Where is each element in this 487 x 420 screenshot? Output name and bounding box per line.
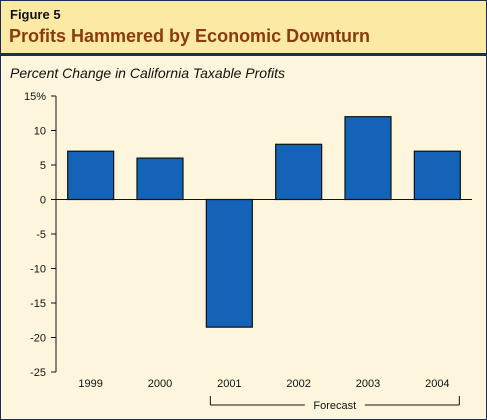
x-tick-label: 2004 xyxy=(425,378,449,390)
forecast-annotation: Forecast xyxy=(209,396,460,412)
y-tick-label: 5 xyxy=(40,160,46,172)
forecast-label: Forecast xyxy=(313,400,356,412)
bar-2001 xyxy=(205,198,253,328)
figure-header: Figure 5 Profits Hammered by Economic Do… xyxy=(1,1,486,56)
bar-2003 xyxy=(344,116,392,201)
x-tick-labels: 1999 2000 2001 2002 2003 2004 xyxy=(78,378,449,390)
y-tick-label: 15% xyxy=(24,91,46,103)
bar-2004 xyxy=(413,150,461,201)
y-tick-label: -5 xyxy=(36,229,46,241)
y-tick-label: -10 xyxy=(30,264,46,276)
figure-label: Figure 5 xyxy=(10,7,61,22)
chart-axes xyxy=(51,95,472,373)
x-tick-label: 1999 xyxy=(78,378,102,390)
bar-1999 xyxy=(67,150,115,201)
x-tick-label: 2003 xyxy=(356,378,380,390)
bar-2002 xyxy=(275,143,323,201)
y-tick-label: 10 xyxy=(34,126,46,138)
bar-2000 xyxy=(136,157,184,201)
x-tick-label: 2002 xyxy=(286,378,310,390)
x-tick-label: 2000 xyxy=(148,378,172,390)
chart-bars xyxy=(67,116,461,328)
y-tick-label: 0 xyxy=(40,195,46,207)
x-tick-label: 2001 xyxy=(217,378,241,390)
y-tick-label: -15 xyxy=(30,298,46,310)
y-tick-label: -25 xyxy=(30,367,46,379)
y-tick-label: -20 xyxy=(30,333,46,345)
y-tick-labels: 15% 10 5 0 -5 -10 -15 -20 -25 xyxy=(24,91,46,379)
figure-title: Profits Hammered by Economic Downturn xyxy=(9,26,371,46)
chart-title: Percent Change in California Taxable Pro… xyxy=(10,65,285,81)
